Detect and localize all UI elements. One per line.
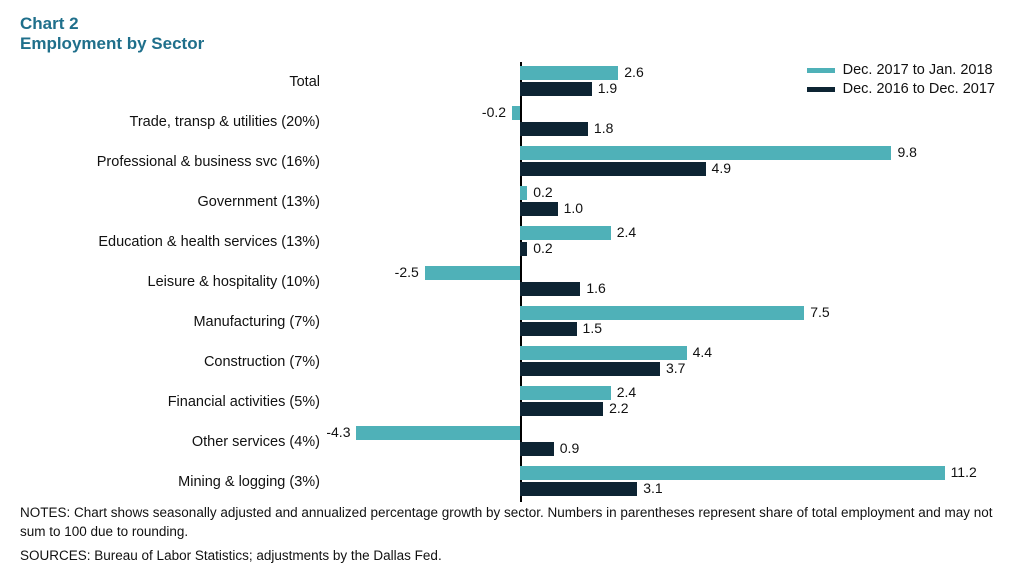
bar-series-b: [520, 82, 592, 96]
bar-series-b: [520, 242, 528, 256]
bar-series-a: [520, 146, 892, 160]
bar-series-a: [520, 306, 805, 320]
category-label: Total: [20, 74, 320, 90]
value-label-series-b: 4.9: [712, 160, 731, 176]
category-label: Education & health services (13%): [20, 234, 320, 250]
bar-series-a: [520, 346, 687, 360]
chart-row: Manufacturing (7%) 7.5 1.5: [20, 302, 1005, 342]
value-label-series-b: 3.7: [666, 360, 685, 376]
bar-series-a: [520, 186, 528, 200]
chart-row: Financial activities (5%) 2.42.2: [20, 382, 1005, 422]
bar-series-b: [520, 322, 577, 336]
value-label-series-a: -4.3: [326, 424, 350, 440]
value-label-series-b: 0.9: [560, 440, 579, 456]
value-label-series-b: 1.6: [586, 280, 605, 296]
bar-series-a: [520, 226, 611, 240]
chart-row: Government (13%) 0.2 1.0: [20, 182, 1005, 222]
plot-cell: 2.42.2: [330, 382, 975, 422]
bar-series-b: [520, 202, 558, 216]
value-label-series-a: 2.4: [617, 384, 636, 400]
notes-text: NOTES: Chart shows seasonally adjusted a…: [20, 504, 1005, 540]
chart-row: Education & health services (13%) 2.4 0.2: [20, 222, 1005, 262]
plot-cell: 2.4 0.2: [330, 222, 975, 262]
chart-area: Dec. 2017 to Jan. 2018 Dec. 2016 to Dec.…: [20, 62, 1005, 502]
value-label-series-a: 4.4: [693, 344, 712, 360]
value-label-series-b: 1.5: [583, 320, 602, 336]
value-label-series-a: 9.8: [897, 144, 916, 160]
value-label-series-a: 0.2: [533, 184, 552, 200]
bar-series-a: [520, 66, 619, 80]
value-label-series-a: 7.5: [810, 304, 829, 320]
chart-number: Chart 2: [20, 14, 1005, 34]
plot-cell: -0.2 1.8: [330, 102, 975, 142]
category-label: Trade, transp & utilities (20%): [20, 114, 320, 130]
plot-cell: 0.2 1.0: [330, 182, 975, 222]
sources-text: SOURCES: Bureau of Labor Statistics; adj…: [20, 547, 1005, 565]
chart-notes: NOTES: Chart shows seasonally adjusted a…: [20, 504, 1005, 571]
plot-cell: 4.4 3.7: [330, 342, 975, 382]
value-label-series-b: 1.9: [598, 80, 617, 96]
value-label-series-b: 1.8: [594, 120, 613, 136]
chart-row: Construction (7%) 4.4 3.7: [20, 342, 1005, 382]
chart-rows: Total 2.6 1.9 Trade, transp & utilities (20…: [20, 62, 1005, 502]
category-label: Construction (7%): [20, 354, 320, 370]
chart-row: Other services (4%)-4.30.9: [20, 422, 1005, 462]
plot-cell: 2.6 1.9: [330, 62, 975, 102]
value-label-series-a: -0.2: [482, 104, 506, 120]
value-label-series-b: 0.2: [533, 240, 552, 256]
bar-series-b: [520, 402, 603, 416]
bar-series-b: [520, 362, 660, 376]
value-label-series-b: 1.0: [564, 200, 583, 216]
value-label-series-b: 2.2: [609, 400, 628, 416]
value-label-series-a: -2.5: [395, 264, 419, 280]
bar-series-a: [520, 466, 945, 480]
bar-series-a: [425, 266, 520, 280]
bar-series-b: [520, 482, 638, 496]
category-label: Leisure & hospitality (10%): [20, 274, 320, 290]
bar-series-a: [512, 106, 520, 120]
category-label: Professional & business svc (16%): [20, 154, 320, 170]
chart-row: Leisure & hospitality (10%) -2.5 1.6: [20, 262, 1005, 302]
chart-row: Total 2.6 1.9: [20, 62, 1005, 102]
bar-series-a: [356, 426, 519, 440]
value-label-series-a: 2.4: [617, 224, 636, 240]
value-label-series-b: 3.1: [643, 480, 662, 496]
bar-series-b: [520, 442, 554, 456]
plot-cell: 11.2 3.1: [330, 462, 975, 502]
value-label-series-a: 2.6: [624, 64, 643, 80]
plot-cell: -2.5 1.6: [330, 262, 975, 302]
plot-cell: 7.5 1.5: [330, 302, 975, 342]
category-label: Mining & logging (3%): [20, 474, 320, 490]
chart-row: Trade, transp & utilities (20%) -0.2 1.8: [20, 102, 1005, 142]
bar-series-b: [520, 282, 581, 296]
chart-title: Employment by Sector: [20, 34, 1005, 54]
value-label-series-a: 11.2: [951, 464, 977, 480]
category-label: Manufacturing (7%): [20, 314, 320, 330]
category-label: Other services (4%): [20, 434, 320, 450]
chart-row: Mining & logging (3%) 11.2 3.1: [20, 462, 1005, 502]
plot-cell: 9.8 4.9: [330, 142, 975, 182]
bar-series-b: [520, 122, 588, 136]
bar-series-a: [520, 386, 611, 400]
category-label: Government (13%): [20, 194, 320, 210]
category-label: Financial activities (5%): [20, 394, 320, 410]
chart-row: Professional & business svc (16%) 9.8 4.9: [20, 142, 1005, 182]
bar-series-b: [520, 162, 706, 176]
plot-cell: -4.30.9: [330, 422, 975, 462]
